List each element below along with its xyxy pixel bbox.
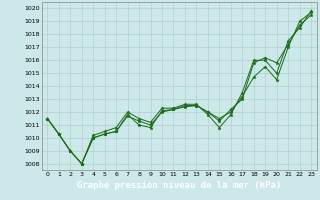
Text: Graphe pression niveau de la mer (hPa): Graphe pression niveau de la mer (hPa) <box>77 181 281 190</box>
